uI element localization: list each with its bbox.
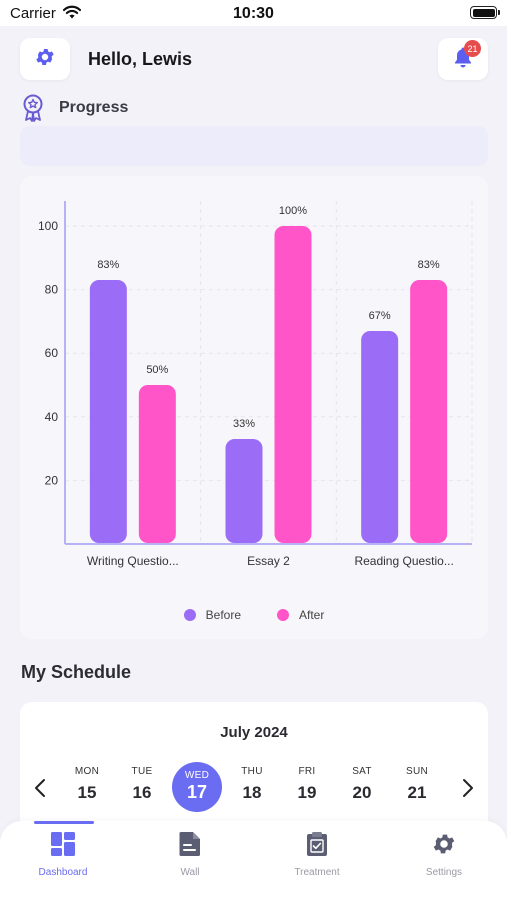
- clipboard-icon: [306, 831, 328, 862]
- day-name: WED: [184, 770, 210, 781]
- y-tick-label: 60: [45, 346, 59, 360]
- legend-swatch-after: [277, 609, 289, 621]
- battery-icon: [470, 6, 500, 19]
- tab-treatment[interactable]: Treatment: [254, 821, 380, 900]
- bar-before: [225, 439, 263, 543]
- x-tick-label: Writing Questio...: [87, 554, 179, 568]
- chevron-left-icon[interactable]: [34, 778, 46, 803]
- chart-legend: Before After: [20, 608, 488, 622]
- day-sun[interactable]: SUN 21: [392, 760, 442, 810]
- day-number: 20: [352, 783, 372, 802]
- day-fri[interactable]: FRI 19: [282, 760, 332, 810]
- day-name: THU: [241, 766, 263, 777]
- tab-label: Wall: [180, 867, 200, 878]
- day-number: 18: [242, 783, 262, 802]
- bar-after: [410, 280, 448, 543]
- data-label: 67%: [369, 310, 391, 322]
- data-label: 83%: [418, 259, 440, 271]
- day-number: 16: [132, 783, 152, 802]
- data-label: 83%: [97, 259, 119, 271]
- notification-badge: 21: [464, 40, 481, 57]
- bar-after: [274, 226, 312, 543]
- notifications-button[interactable]: 21: [438, 38, 488, 80]
- carrier-label: Carrier: [10, 5, 56, 22]
- legend-item-before: Before: [183, 608, 241, 622]
- tab-settings[interactable]: Settings: [381, 821, 507, 900]
- wifi-icon: [62, 5, 82, 25]
- tab-dashboard[interactable]: Dashboard: [0, 821, 126, 900]
- progress-heading: Progress: [59, 99, 129, 116]
- dashboard-icon: [50, 831, 76, 862]
- data-label: 100%: [279, 205, 307, 217]
- schedule-heading: My Schedule: [21, 662, 132, 682]
- award-badge-icon: [21, 94, 45, 127]
- tab-label: Dashboard: [38, 867, 88, 878]
- progress-band: [20, 126, 488, 166]
- y-tick-label: 80: [45, 283, 59, 297]
- x-tick-label: Reading Questio...: [354, 554, 453, 568]
- data-label: 33%: [233, 418, 255, 430]
- gear-icon: [34, 46, 56, 73]
- day-name: TUE: [131, 766, 153, 777]
- tab-wall[interactable]: Wall: [127, 821, 253, 900]
- data-label: 50%: [146, 364, 168, 376]
- document-icon: [178, 831, 202, 862]
- day-name: MON: [74, 766, 100, 777]
- tab-label: Treatment: [294, 867, 340, 878]
- active-tab-indicator: [34, 821, 94, 824]
- bottom-tab-bar: Dashboard Wall Treatment: [0, 821, 507, 900]
- day-wed-selected[interactable]: WED 17: [172, 762, 222, 812]
- status-bar: Carrier 10:30: [0, 0, 507, 26]
- legend-item-after: After: [277, 608, 324, 622]
- day-tue[interactable]: TUE 16: [117, 760, 167, 810]
- bar-after: [138, 385, 176, 543]
- day-name: SAT: [352, 766, 372, 777]
- chevron-right-icon[interactable]: [462, 778, 474, 803]
- day-name: SUN: [405, 766, 428, 777]
- y-tick-label: 40: [45, 410, 59, 424]
- day-number: 17: [186, 782, 208, 802]
- day-thu[interactable]: THU 18: [227, 760, 277, 810]
- clock: 10:30: [233, 5, 274, 22]
- gear-icon: [431, 831, 457, 862]
- day-mon[interactable]: MON 15: [62, 760, 112, 810]
- day-name: FRI: [298, 766, 316, 777]
- legend-swatch-before: [183, 609, 196, 621]
- month-label: July 2024: [220, 724, 288, 741]
- legend-label-before: Before: [205, 608, 241, 622]
- bar-before: [361, 330, 399, 543]
- day-sat[interactable]: SAT 20: [337, 760, 387, 810]
- day-number: 15: [77, 783, 97, 802]
- y-tick-label: 20: [45, 473, 59, 487]
- progress-bar-chart: 20 40 60 80 100 83% 50% Writing Questio... 33% 10…: [38, 201, 473, 568]
- settings-button[interactable]: [20, 38, 70, 80]
- x-tick-label: Essay 2: [247, 554, 290, 568]
- greeting: Hello, Lewis: [88, 49, 193, 69]
- day-number: 21: [407, 783, 427, 802]
- y-tick-label: 100: [38, 219, 58, 233]
- legend-label-after: After: [299, 608, 325, 622]
- progress-chart-card: 20 40 60 80 100 83% 50% Writing Questio... 33% 10…: [20, 176, 488, 639]
- bar-before: [89, 280, 127, 543]
- day-number: 19: [297, 783, 317, 802]
- tab-label: Settings: [425, 867, 463, 878]
